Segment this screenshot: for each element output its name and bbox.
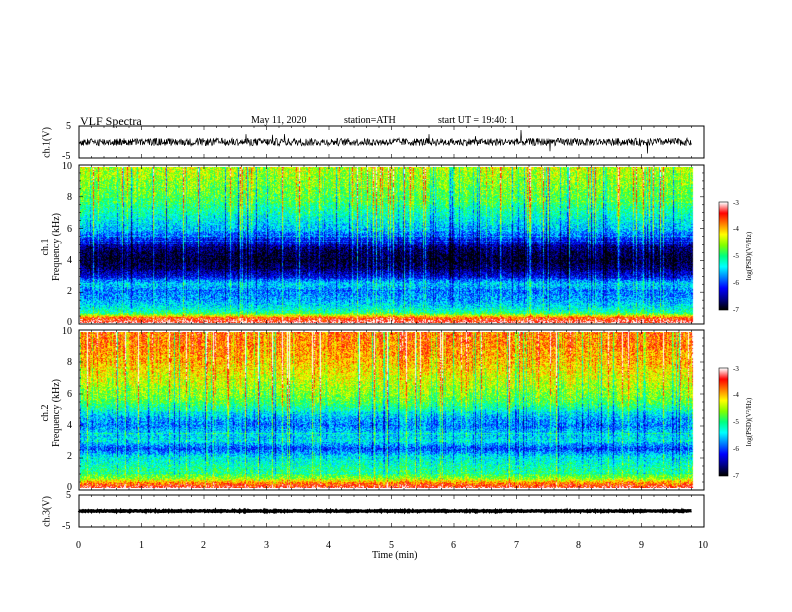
- ch3-ytick-top: 5: [66, 490, 71, 501]
- ch3-waveform-line: [77, 507, 692, 515]
- xtick-6: 6: [451, 540, 456, 551]
- ch1-cb-tick--5: -5: [733, 252, 739, 260]
- ch3-ytick-bottom: -5: [62, 521, 71, 532]
- ch1-colorbar-frame: [718, 201, 729, 311]
- date-label: May 11, 2020: [251, 115, 307, 126]
- xtick-4: 4: [326, 540, 331, 551]
- ch1-colorbar: [719, 202, 728, 310]
- figure-title: VLF Spectra: [80, 114, 142, 128]
- ch2-colorbar-frame: [718, 367, 729, 477]
- ch1-cb-tick--6: -6: [733, 279, 739, 287]
- ch2-ylabel-channel: ch.2: [40, 404, 51, 422]
- ch2-spec-ytick-10: 10: [62, 326, 72, 337]
- ch2-cb-tick--4: -4: [733, 391, 739, 399]
- xtick-10: 10: [698, 540, 708, 551]
- start-time-label: start UT = 19:40: 1: [438, 115, 515, 126]
- ch3-waveform-ylabel: ch.3(V): [41, 496, 53, 527]
- xtick-8: 8: [576, 540, 581, 551]
- ch1-spec-ytick-0: 0: [67, 317, 72, 328]
- ch1-ytick-top: 5: [66, 121, 71, 132]
- station-label: station=ATH: [344, 115, 396, 126]
- ch2-spec-ytick-4: 4: [67, 420, 72, 431]
- ch1-spec-ytick-8: 8: [67, 192, 72, 203]
- ch2-spec-ytick-6: 6: [67, 389, 72, 400]
- ch1-ylabel-frequency: Frequency (kHz): [51, 212, 62, 282]
- ch2-spectrogram-frame: [78, 329, 705, 491]
- ch1-cb-tick--7: -7: [733, 306, 739, 314]
- ch1-cb-tick--4: -4: [733, 225, 739, 233]
- ch2-cb-tick--6: -6: [733, 445, 739, 453]
- xtick-7: 7: [514, 540, 519, 551]
- ch1-spectrogram-image: [80, 167, 694, 323]
- x-axis-label: Time (min): [372, 550, 418, 561]
- ch1-spectrogram-ylabel: ch.1 Frequency (kHz): [40, 202, 62, 292]
- ch2-cb-tick--5: -5: [733, 418, 739, 426]
- xtick-9: 9: [639, 540, 644, 551]
- ch1-cb-tick--3: -3: [733, 199, 739, 207]
- ch2-cb-tick--7: -7: [733, 472, 739, 480]
- ch1-colorbar-label: log(PSD)(V²/Hz): [745, 231, 753, 281]
- ch2-colorbar: [719, 368, 728, 476]
- ch1-ylabel-channel: ch.1: [40, 238, 51, 256]
- ch2-cb-tick--3: -3: [733, 365, 739, 373]
- ch2-spec-ytick-2: 2: [67, 451, 72, 462]
- ch1-waveform-ylabel: ch.1(V): [41, 127, 53, 158]
- ch2-spectrogram-ylabel: ch.2 Frequency (kHz): [40, 368, 62, 458]
- ch2-spec-ytick-0: 0: [67, 482, 72, 493]
- ch2-spectrogram-image: [80, 332, 694, 488]
- ch1-spec-ytick-2: 2: [67, 286, 72, 297]
- ch1-spec-ytick-6: 6: [67, 224, 72, 235]
- xtick-5: 5: [389, 540, 394, 551]
- ch1-spec-ytick-10: 10: [62, 161, 72, 172]
- ch2-ylabel-frequency: Frequency (kHz): [51, 378, 62, 448]
- xtick-2: 2: [201, 540, 206, 551]
- ch2-spec-ytick-8: 8: [67, 357, 72, 368]
- ch1-waveform-line: [78, 129, 692, 154]
- ch1-spec-ytick-4: 4: [67, 255, 72, 266]
- ch1-ytick-bottom: -5: [62, 151, 71, 162]
- xtick-0: 0: [76, 540, 81, 551]
- xtick-3: 3: [264, 540, 269, 551]
- xtick-1: 1: [139, 540, 144, 551]
- ch2-colorbar-label: log(PSD)(V²/Hz): [745, 397, 753, 447]
- ch1-spectrogram-frame: [78, 164, 705, 325]
